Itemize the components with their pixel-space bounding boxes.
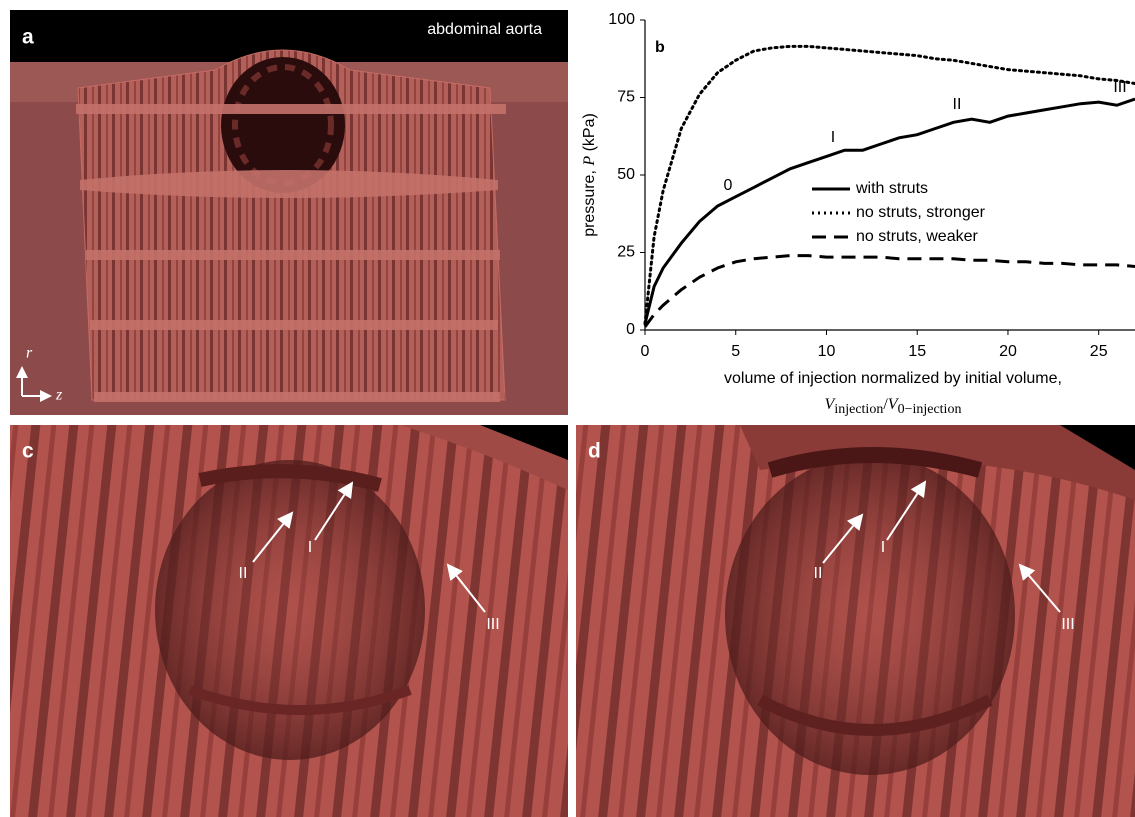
label-part: 0−injection <box>898 402 962 417</box>
y-tick-label: 75 <box>617 89 635 106</box>
x-tick-label: 20 <box>999 343 1017 360</box>
y-tick-label: 50 <box>617 166 635 183</box>
y-tick-label: 25 <box>617 244 635 261</box>
panel-c: II I III c <box>10 425 568 817</box>
arrow-label: II <box>239 565 248 582</box>
annotation: I <box>831 129 835 146</box>
y-axis-label: pressure, P (kPa) <box>581 113 599 237</box>
legend-label: no struts, stronger <box>856 204 986 221</box>
panel-label: b <box>655 39 665 56</box>
arrow-label: II <box>814 565 823 582</box>
annotation: II <box>953 96 962 113</box>
y-tick-label: 100 <box>608 11 635 28</box>
panel-a: a abdominal aorta r z <box>10 10 568 415</box>
x-axis-formula: Vinjection/V0−injection <box>825 396 962 418</box>
x-tick-label: 5 <box>731 343 740 360</box>
x-axis-label: volume of injection normalized by initia… <box>724 370 1062 387</box>
arrow-label: I <box>881 539 885 556</box>
legend-label: no struts, weaker <box>856 228 979 245</box>
arrow-label: III <box>486 616 499 633</box>
y-tick-label: 0 <box>626 321 635 338</box>
arrow-label: III <box>1061 616 1074 633</box>
annotation: III <box>1113 79 1126 96</box>
label-part: injection <box>834 402 883 417</box>
label-part: P <box>581 156 598 167</box>
x-tick-label: 0 <box>641 343 650 360</box>
label-part: (kPa) <box>581 113 598 156</box>
series-line <box>645 256 1135 327</box>
panel-d: II I III d <box>576 425 1135 817</box>
axis-r: r <box>26 345 33 362</box>
panel-label: c <box>22 440 34 463</box>
legend-label: with struts <box>855 180 928 197</box>
chart: b pressure, P (kPa) volume of injection … <box>581 11 1135 417</box>
x-tick-label: 25 <box>1090 343 1108 360</box>
panel-label: d <box>588 440 601 463</box>
x-tick-label: 15 <box>908 343 926 360</box>
annotation: 0 <box>724 177 733 194</box>
arrow-label: I <box>308 539 312 556</box>
axis-z: z <box>55 387 63 404</box>
figure: a abdominal aorta r z II I III c II I II <box>0 0 1135 817</box>
label-part: pressure, <box>581 166 598 237</box>
panel-label: a <box>22 26 34 49</box>
caption: abdominal aorta <box>427 21 542 38</box>
x-tick-label: 10 <box>818 343 836 360</box>
